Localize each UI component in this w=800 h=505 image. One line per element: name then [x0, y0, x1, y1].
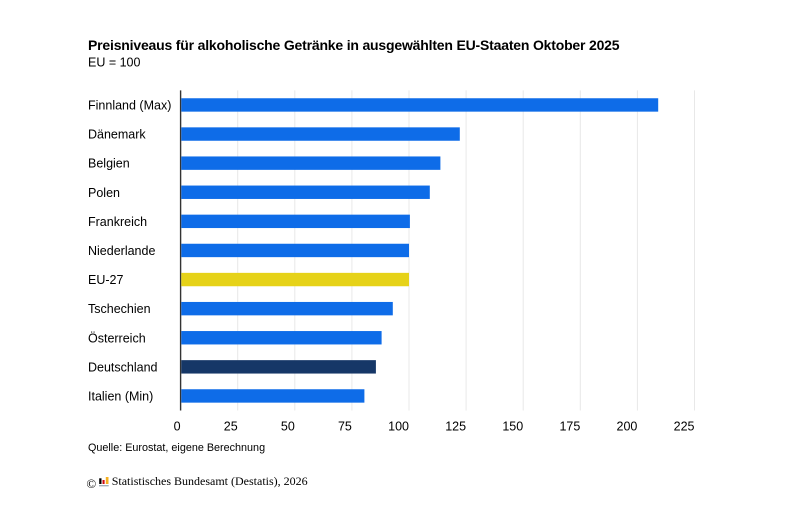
svg-text:Preisniveaus für alkoholische: Preisniveaus für alkoholische Getränke i…: [88, 37, 620, 53]
svg-text:Österreich: Österreich: [88, 331, 146, 345]
svg-text:Dänemark: Dänemark: [88, 128, 146, 142]
svg-text:Italien (Min): Italien (Min): [88, 389, 153, 403]
svg-text:Polen: Polen: [88, 186, 120, 200]
svg-text:©: ©: [86, 476, 96, 491]
svg-text:Deutschland: Deutschland: [88, 360, 158, 374]
svg-text:175: 175: [559, 420, 580, 434]
svg-text:0: 0: [174, 420, 181, 434]
svg-text:200: 200: [617, 420, 638, 434]
svg-text:Quelle: Eurostat, eigene Berec: Quelle: Eurostat, eigene Berechnung: [88, 442, 265, 454]
svg-text:100: 100: [388, 420, 409, 434]
svg-text:Tschechien: Tschechien: [88, 302, 151, 316]
svg-text:50: 50: [281, 420, 295, 434]
svg-text:225: 225: [674, 420, 695, 434]
svg-text:EU = 100: EU = 100: [88, 56, 141, 70]
svg-text:Statistisches Bundesamt (Desta: Statistisches Bundesamt (Destatis), 2026: [112, 474, 308, 488]
svg-text:EU-27: EU-27: [88, 273, 123, 287]
svg-text:Finnland (Max): Finnland (Max): [88, 98, 171, 112]
svg-text:75: 75: [338, 420, 352, 434]
svg-text:25: 25: [224, 420, 238, 434]
svg-text:Niederlande: Niederlande: [88, 244, 155, 258]
svg-text:150: 150: [502, 420, 523, 434]
svg-text:Belgien: Belgien: [88, 157, 130, 171]
svg-text:Frankreich: Frankreich: [88, 215, 147, 229]
svg-text:125: 125: [445, 420, 466, 434]
